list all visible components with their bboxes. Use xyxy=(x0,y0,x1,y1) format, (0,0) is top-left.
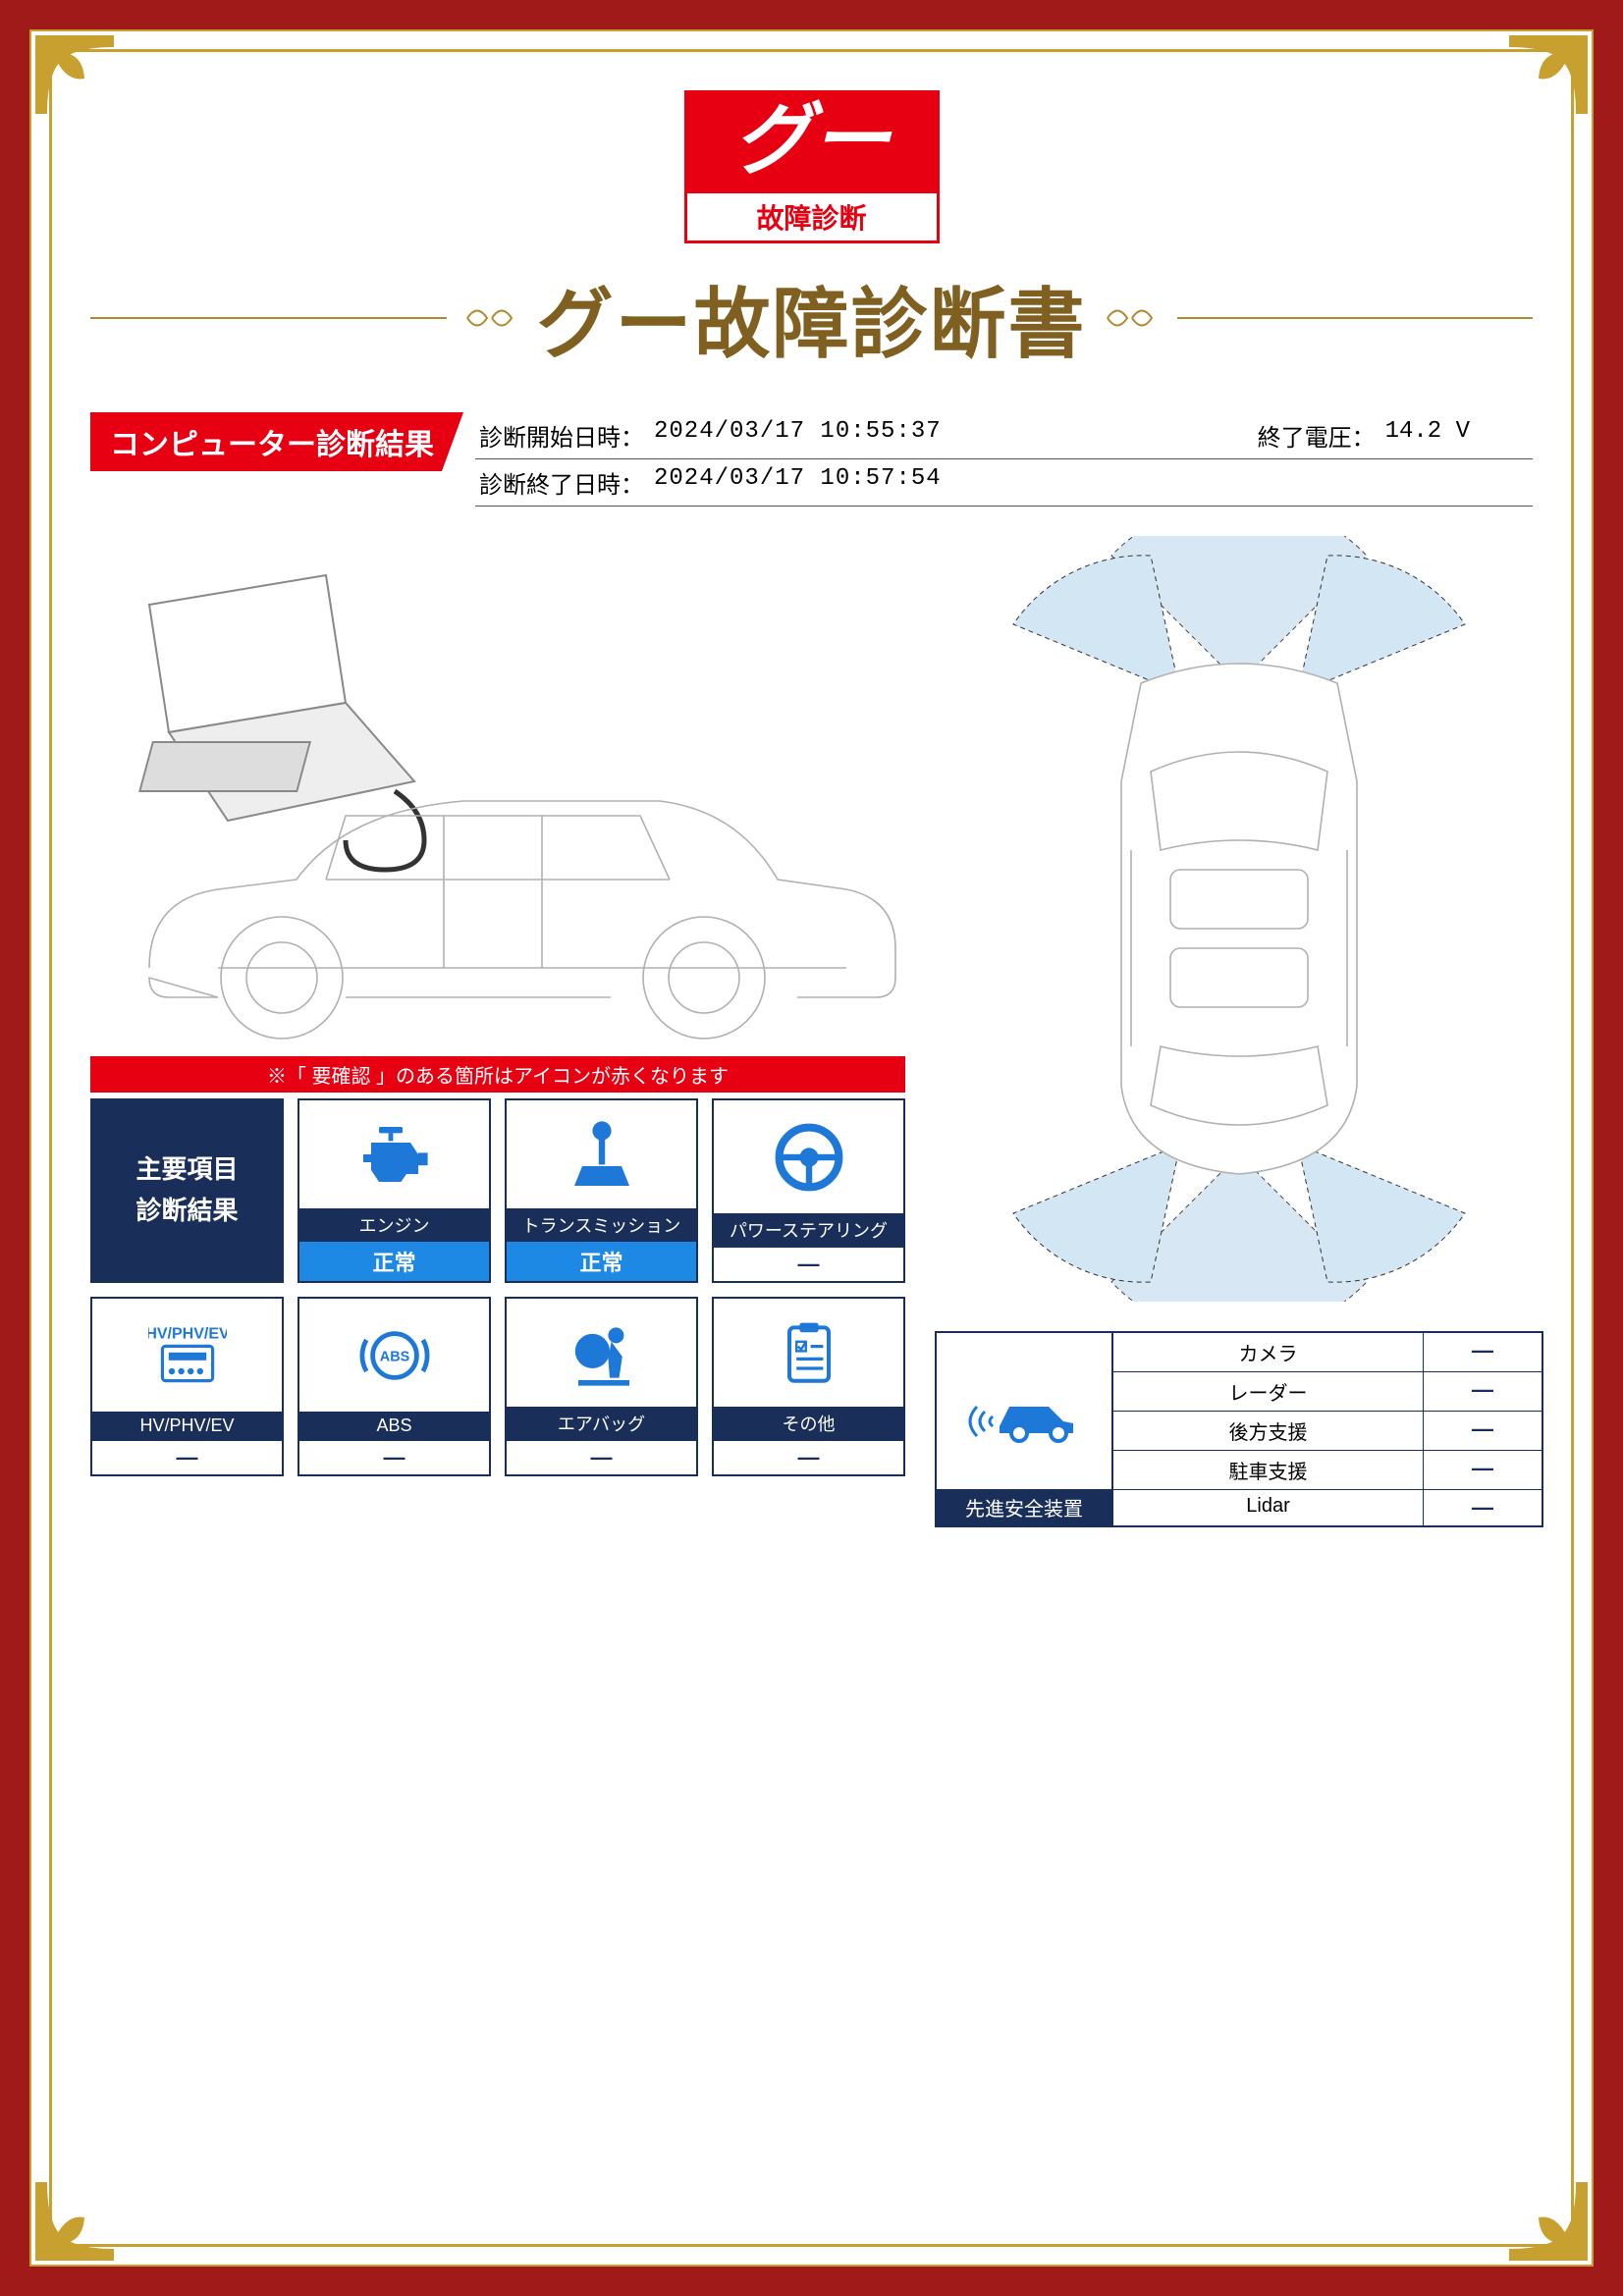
ecu-icon: HV/PHV/EV xyxy=(92,1299,282,1412)
safety-rows: カメラ—レーダー—後方支援—駐車支援—Lidar— xyxy=(1113,1333,1542,1525)
meta-row: 診断開始日時： 2024/03/17 10:55:37 終了電圧： 14.2 V xyxy=(475,412,1533,459)
voltage-label: 終了電圧： xyxy=(1258,418,1376,453)
safety-key: カメラ xyxy=(1113,1333,1424,1371)
diag-label: トランスミッション xyxy=(507,1208,696,1242)
brand-logo: グー 故障診断 xyxy=(684,90,940,243)
diag-status: — xyxy=(299,1440,489,1474)
obd-cable-icon xyxy=(346,791,424,870)
diag-card-wheel: パワーステアリング — xyxy=(712,1098,905,1283)
end-time-label: 診断終了日時： xyxy=(479,465,644,500)
abs-icon: ABS xyxy=(299,1299,489,1412)
diag-label: エンジン xyxy=(299,1208,489,1242)
diag-status: 正常 xyxy=(299,1242,489,1281)
safety-key: Lidar xyxy=(1113,1490,1424,1525)
meta-row: 診断終了日時： 2024/03/17 10:57:54 xyxy=(475,459,1533,507)
left-column: ※「 要確認 」のある箇所はアイコンが赤くなります 主要項目診断結果 エンジン … xyxy=(90,536,905,1476)
safety-key: 駐車支援 xyxy=(1113,1451,1424,1489)
diagram-row: ※「 要確認 」のある箇所はアイコンが赤くなります 主要項目診断結果 エンジン … xyxy=(90,536,1533,1476)
page-title-row: グー故障診断書 xyxy=(90,263,1533,373)
diag-label: エアバッグ xyxy=(507,1407,696,1440)
diag-label: HV/PHV/EV xyxy=(92,1412,282,1440)
note-bar: ※「 要確認 」のある箇所はアイコンが赤くなります xyxy=(90,1056,905,1093)
end-time-value: 2024/03/17 10:57:54 xyxy=(654,465,942,500)
diag-status: 正常 xyxy=(507,1242,696,1281)
car-top-diagram xyxy=(935,536,1543,1302)
laptop-icon xyxy=(139,575,414,821)
safety-label: 先進安全装置 xyxy=(937,1489,1111,1525)
safety-value: — xyxy=(1424,1412,1542,1450)
diag-card-ecu: HV/PHV/EV HV/PHV/EV — xyxy=(90,1297,284,1476)
safety-key: 後方支援 xyxy=(1113,1412,1424,1450)
rule-left xyxy=(90,317,447,319)
shifter-icon xyxy=(507,1100,696,1208)
diag-card-checklist: その他 — xyxy=(712,1297,905,1476)
diag-header-card: 主要項目診断結果 xyxy=(90,1098,284,1283)
safety-value: — xyxy=(1424,1333,1542,1371)
safety-key: レーダー xyxy=(1113,1372,1424,1411)
diag-label: パワーステアリング xyxy=(714,1213,903,1247)
page-content: グー 故障診断 グー故障診断書 コンピューター診断結果 診断開始日時： 2024… xyxy=(90,90,1533,2206)
diagnostic-grid: 主要項目診断結果 エンジン 正常 トランスミッション 正常 パワーステアリング … xyxy=(90,1098,905,1476)
car-sensor-icon xyxy=(937,1333,1111,1489)
diag-card-engine: エンジン 正常 xyxy=(298,1098,491,1283)
diag-status: — xyxy=(714,1247,903,1281)
safety-value: — xyxy=(1424,1490,1542,1525)
engine-icon xyxy=(299,1100,489,1208)
safety-table: 先進安全装置 カメラ—レーダー—後方支援—駐車支援—Lidar— xyxy=(935,1331,1543,1527)
safety-header: 先進安全装置 xyxy=(937,1333,1113,1525)
right-column: 先進安全装置 カメラ—レーダー—後方支援—駐車支援—Lidar— xyxy=(935,536,1543,1476)
wheel-icon xyxy=(714,1100,903,1213)
diag-status: — xyxy=(507,1440,696,1474)
certificate-frame: グー 故障診断 グー故障診断書 コンピューター診断結果 診断開始日時： 2024… xyxy=(29,29,1594,2267)
checklist-icon xyxy=(714,1299,903,1407)
safety-value: — xyxy=(1424,1372,1542,1411)
rule-right xyxy=(1177,317,1534,319)
safety-row: カメラ— xyxy=(1113,1333,1542,1372)
brand-subtitle: 故障診断 xyxy=(687,193,937,240)
car-top-outline xyxy=(1121,664,1357,1174)
diag-label: その他 xyxy=(714,1407,903,1440)
brand-text: グー xyxy=(687,93,937,193)
safety-row: Lidar— xyxy=(1113,1490,1542,1525)
diag-card-abs: ABS ABS — xyxy=(298,1297,491,1476)
safety-row: レーダー— xyxy=(1113,1372,1542,1412)
svg-text:ABS: ABS xyxy=(379,1349,409,1364)
start-time-label: 診断開始日時： xyxy=(479,418,644,453)
diag-card-shifter: トランスミッション 正常 xyxy=(505,1098,698,1283)
start-time-value: 2024/03/17 10:55:37 xyxy=(654,418,942,453)
diag-label: ABS xyxy=(299,1412,489,1440)
airbag-icon xyxy=(507,1299,696,1407)
diag-status: — xyxy=(714,1440,903,1474)
flourish-icon xyxy=(1103,303,1162,333)
voltage-value: 14.2 V xyxy=(1385,418,1470,453)
car-side-diagram xyxy=(90,536,905,1046)
svg-text:HV/PHV/EV: HV/PHV/EV xyxy=(148,1325,227,1342)
car-side-outline xyxy=(149,801,895,1039)
diagnosis-meta: 診断開始日時： 2024/03/17 10:55:37 終了電圧： 14.2 V… xyxy=(475,412,1533,507)
safety-row: 後方支援— xyxy=(1113,1412,1542,1451)
section-header: コンピューター診断結果 診断開始日時： 2024/03/17 10:55:37 … xyxy=(90,412,1533,507)
section-banner: コンピューター診断結果 xyxy=(90,412,463,471)
page-title: グー故障診断書 xyxy=(537,263,1087,373)
safety-row: 駐車支援— xyxy=(1113,1451,1542,1490)
diag-status: — xyxy=(92,1440,282,1474)
diag-card-airbag: エアバッグ — xyxy=(505,1297,698,1476)
flourish-icon xyxy=(462,303,521,333)
safety-value: — xyxy=(1424,1451,1542,1489)
